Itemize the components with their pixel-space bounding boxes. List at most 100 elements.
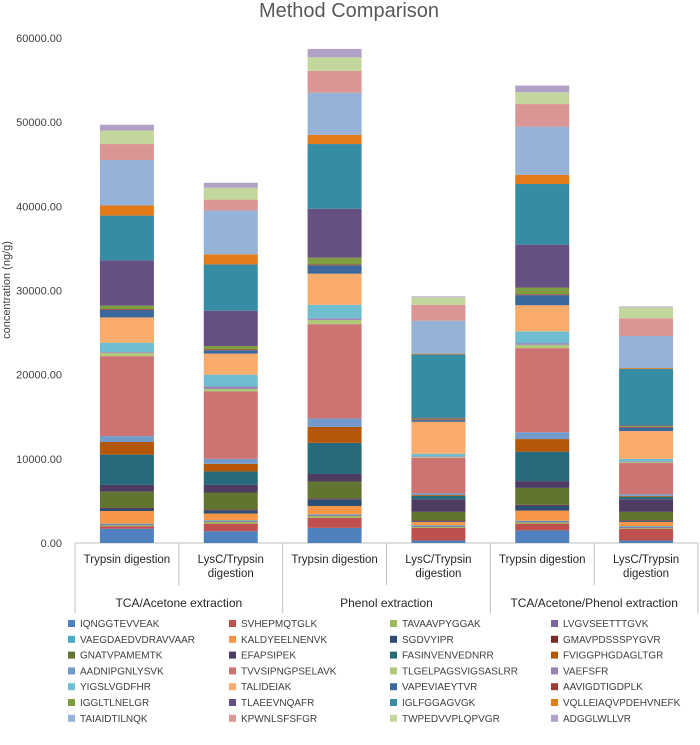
legend-label: SVHEPMQTGLK — [241, 619, 317, 630]
bar-segment — [99, 260, 154, 306]
legend-label: TLGELPAGSVIGSASLRR — [402, 666, 518, 677]
bar-segment — [307, 319, 362, 325]
bar-segment — [619, 426, 674, 428]
bar-segment — [307, 517, 362, 528]
bar-segment — [99, 511, 154, 524]
bar-segment — [411, 421, 466, 454]
bar-segment — [411, 525, 466, 527]
bar-segment — [619, 335, 674, 368]
bar-segment — [619, 458, 674, 462]
legend-swatch — [551, 651, 558, 659]
bar-segment — [515, 510, 570, 521]
legend-swatch — [229, 635, 236, 643]
legend-label: IQNGGTEVVEAK — [80, 619, 160, 630]
bar-segment — [515, 530, 570, 543]
bar-segment — [99, 523, 154, 525]
bar-segment — [515, 184, 570, 245]
bar-segment — [515, 343, 570, 345]
bar-segment — [619, 463, 674, 495]
y-axis-label: concentration (ng/g) — [1, 241, 13, 339]
y-tick-label: 10000.00 — [16, 454, 62, 466]
bar-segment — [203, 509, 258, 511]
bar-segment — [411, 493, 466, 496]
legend-label: VQLLEIAQVPDEHVNEFK — [563, 698, 681, 709]
legend-swatch — [390, 651, 397, 659]
legend-label: IGGLTLNELGR — [80, 698, 149, 709]
legend-label: VAPEVIAEYTVR — [402, 682, 477, 693]
legend-label: TWPEDVVPLQPVGR — [402, 714, 500, 725]
bar-segment — [307, 70, 362, 93]
legend-label: KALDYEELNENVK — [241, 635, 327, 646]
bar-segment — [99, 508, 154, 512]
legend-label: YIGSLVGDFHR — [80, 682, 151, 693]
bar-segment — [99, 436, 154, 442]
bar-segment — [203, 264, 258, 311]
chart-title: Method Comparison — [259, 0, 439, 22]
legend-swatch — [68, 667, 75, 675]
legend-swatch — [229, 699, 236, 706]
bar-segment — [307, 48, 362, 58]
bar-segment — [99, 352, 154, 357]
legend-swatch — [390, 714, 397, 722]
bar-segment — [619, 425, 674, 427]
bar-segment — [99, 130, 154, 145]
bar-segment — [411, 520, 466, 522]
legend-label: GMAVPDSSSPYGVR — [563, 635, 661, 646]
bar-segment — [411, 495, 466, 496]
bar-segment — [203, 187, 258, 200]
bar-segment — [307, 57, 362, 71]
legend-swatch — [551, 635, 558, 643]
bar-segment — [411, 297, 466, 305]
bar-segment — [99, 525, 154, 527]
bar-segment — [411, 304, 466, 321]
legend-label: TAVAAVPYGGAK — [402, 619, 481, 630]
bar-segment — [203, 531, 258, 543]
bar-segment — [99, 309, 154, 318]
bar-segment — [203, 182, 258, 188]
bar-segment — [203, 210, 258, 255]
legend-label: AAVIGDTIGDPLK — [563, 682, 643, 693]
bar-segment — [99, 351, 154, 353]
bar-segment — [515, 432, 570, 440]
bar-segment — [411, 420, 466, 422]
bar-segment — [99, 144, 154, 161]
bar-segment — [99, 491, 154, 508]
bar-segment — [515, 244, 570, 288]
bar-segment — [411, 419, 466, 421]
legend-label: VAEGDAEDVDRAVVAAR — [80, 635, 195, 646]
bar-segment — [411, 495, 466, 500]
bar-segment — [411, 526, 466, 528]
bar-segment — [203, 388, 258, 392]
legend-swatch — [229, 683, 236, 691]
legend-swatch — [229, 620, 236, 627]
bar-segment — [411, 457, 466, 494]
bar-segment — [619, 540, 674, 543]
bar-segment — [99, 454, 154, 485]
bar-segment — [411, 353, 466, 355]
bar-segment — [619, 368, 674, 426]
bar-segment — [619, 427, 674, 432]
bar-segment — [307, 318, 362, 320]
axes: 0.00 10000.00 20000.00 30000.00 40000.00 5000… — [16, 33, 699, 613]
bar-segment — [515, 294, 570, 296]
bar-segment — [411, 320, 466, 354]
legend-label: EFAPSIPEK — [241, 651, 296, 662]
bars — [99, 48, 674, 543]
bar-segment — [307, 265, 362, 274]
bar-segment — [619, 461, 674, 463]
bar-segment — [203, 523, 258, 532]
bar-segment — [99, 305, 154, 310]
bar-segment — [619, 521, 674, 522]
legend-label: IGLFGGAGVGK — [402, 698, 476, 709]
bar-segment — [307, 144, 362, 209]
legend-swatch — [390, 667, 397, 675]
bar-segment — [307, 426, 362, 443]
legend-swatch — [390, 699, 397, 706]
bar-segment — [619, 527, 674, 529]
bar-segment — [307, 273, 362, 305]
bar-segment — [99, 205, 154, 216]
bar-segment — [515, 104, 570, 127]
bar-segment — [307, 134, 362, 145]
x-tick-label: LysC/Trypsin digestion — [613, 554, 679, 580]
